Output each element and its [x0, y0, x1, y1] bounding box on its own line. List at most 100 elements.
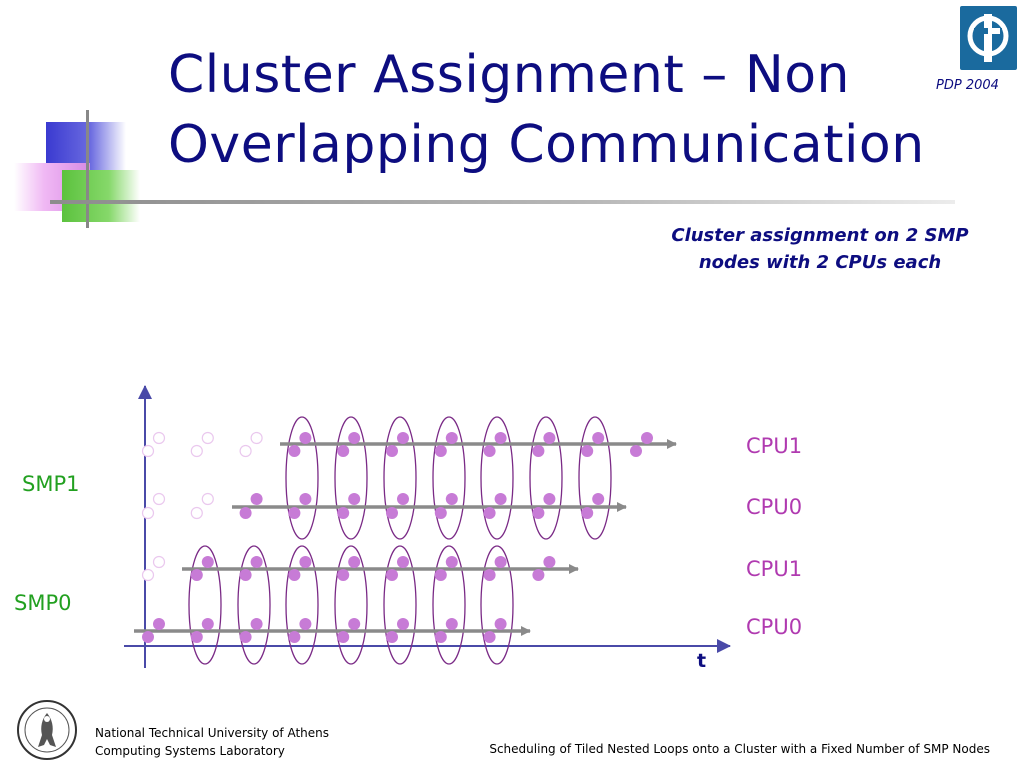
smp1-cpu0-dot-faded [152, 492, 166, 506]
smp1-cluster-ellipse [529, 416, 563, 540]
slide-title: Cluster Assignment – Non Overlapping Com… [168, 40, 968, 180]
decorative-green-square [62, 170, 140, 222]
slide-title-line2: Overlapping Communication [168, 115, 925, 175]
smp1-cpu0-dot [239, 507, 252, 519]
smp1-cpu0-dot [337, 507, 350, 519]
smp0-label: SMP0 [14, 591, 72, 615]
smp1-cluster-ellipse [383, 416, 417, 540]
smp0-cpu1-label: CPU1 [746, 557, 803, 581]
smp0-cpu1-dot [483, 569, 496, 581]
smp1-cpu1-dot [483, 445, 496, 457]
smp0-cpu1-dot-faded [152, 555, 166, 569]
smp1-cpu1-dot-faded [201, 431, 214, 445]
smp0-cpu1-dot [299, 556, 312, 568]
diagram-caption: Cluster assignment on 2 SMP nodes with 2… [640, 222, 1000, 276]
smp0-cpu1-dot [434, 569, 447, 581]
smp1-cpu0-dot [483, 507, 496, 519]
smp0-cpu0-dot [190, 631, 203, 643]
smp1-cpu1-dot [434, 445, 447, 457]
smp1-cpu0-dot [348, 493, 361, 505]
smp0-cpu0-dot [299, 618, 312, 630]
time-axis-label: t [697, 650, 707, 672]
smp1-cpu1-dot [630, 445, 642, 457]
institution-footer: National Technical University of Athens … [95, 724, 329, 760]
smp0-cpu1-dot [397, 556, 409, 568]
smp1-cpu0-dot [397, 493, 409, 505]
smp1-cpu1-dot [288, 445, 301, 457]
smp1-label: SMP1 [22, 472, 80, 496]
smp1-cpu0-dot-faded [201, 492, 214, 506]
smp0-cpu1-dot [494, 556, 507, 568]
smp0-cpu1-dot [250, 556, 263, 568]
smp0-cluster-ellipse [432, 545, 466, 665]
title-underline [50, 200, 955, 204]
smp0-cluster-ellipse [480, 545, 514, 665]
smp1-cpu1-dot-faded [141, 444, 155, 458]
caption-line2: nodes with 2 CPUs each [698, 252, 942, 273]
smp1-cpu0-dot [250, 493, 263, 505]
smp0-cpu1-dot [445, 556, 458, 568]
smp1-cpu1-dot-faded [239, 444, 252, 458]
smp1-cpu1-dot-faded [152, 431, 166, 445]
smp1-cpu0-dot [434, 507, 447, 519]
smp0-cpu0-dot [348, 618, 361, 630]
smp0-cpu0-dot [142, 631, 154, 643]
smp0-cpu1-dot [386, 569, 398, 581]
smp1-cpu0-label: CPU0 [746, 495, 803, 519]
smp1-cpu1-label: CPU1 [746, 434, 803, 458]
smp1-cpu1-dot [337, 445, 350, 457]
smp1-cpu1-dot-faded [250, 431, 263, 445]
institution-line2: Computing Systems Laboratory [95, 744, 285, 758]
smp0-cpu1-dot [337, 569, 350, 581]
smp0-cpu0-dot [337, 631, 350, 643]
smp1-cpu1-dot [592, 432, 605, 444]
smp0-cluster-ellipse [188, 545, 222, 665]
smp1-cpu1-dot [445, 432, 458, 444]
paper-title-footer: Scheduling of Tiled Nested Loops onto a … [489, 742, 990, 756]
smp1-cpu1-dot [641, 432, 653, 444]
smp1-cpu0-dot [543, 493, 556, 505]
smp0-cpu1-dot [543, 556, 556, 568]
smp0-cpu0-dot [397, 618, 409, 630]
smp0-cpu1-dot [201, 556, 214, 568]
smp0-cpu1-dot [348, 556, 361, 568]
smp0-cluster-ellipse [285, 545, 319, 665]
smp1-cluster-ellipse [578, 416, 612, 540]
smp1-cpu1-dot [532, 445, 545, 457]
slide-title-line1: Cluster Assignment – Non [168, 45, 850, 105]
smp1-cpu1-dot [543, 432, 556, 444]
smp1-cpu0-dot-faded [141, 506, 155, 520]
smp0-cpu0-dot [288, 631, 301, 643]
conference-label: PDP 2004 [936, 78, 999, 93]
smp1-cpu1-dot [494, 432, 507, 444]
smp0-cpu0-dot [483, 631, 496, 643]
smp1-cpu0-dot [581, 507, 594, 519]
lab-logo-icon [960, 6, 1017, 70]
smp0-cpu1-dot [288, 569, 301, 581]
smp0-cluster-ellipse [334, 545, 368, 665]
smp0-cpu1-dot [532, 569, 545, 581]
smp1-cpu0-dot [592, 493, 605, 505]
smp0-cpu0-dot [153, 618, 165, 630]
cluster-assignment-diagram [124, 385, 731, 668]
smp1-cpu1-dot-faded [190, 444, 203, 458]
smp1-cpu1-dot [386, 445, 398, 457]
smp0-cpu1-dot [239, 569, 252, 581]
smp1-cpu1-dot [299, 432, 312, 444]
smp0-cpu1-dot [190, 569, 203, 581]
caption-line1: Cluster assignment on 2 SMP [671, 225, 969, 246]
smp1-cpu0-dot [288, 507, 301, 519]
smp1-cluster-ellipse [334, 416, 368, 540]
smp1-cpu0-dot [445, 493, 458, 505]
smp0-cpu0-dot [239, 631, 252, 643]
smp1-cpu0-dot [494, 493, 507, 505]
smp0-cpu0-dot [445, 618, 458, 630]
smp0-cpu1-dot-faded [141, 568, 155, 582]
smp1-cluster-ellipse [285, 416, 319, 540]
smp1-cpu1-dot [348, 432, 361, 444]
smp0-cpu0-dot [250, 618, 263, 630]
decorative-vertical-line [86, 110, 89, 228]
smp1-cpu1-dot [397, 432, 409, 444]
smp0-cpu0-dot [494, 618, 507, 630]
